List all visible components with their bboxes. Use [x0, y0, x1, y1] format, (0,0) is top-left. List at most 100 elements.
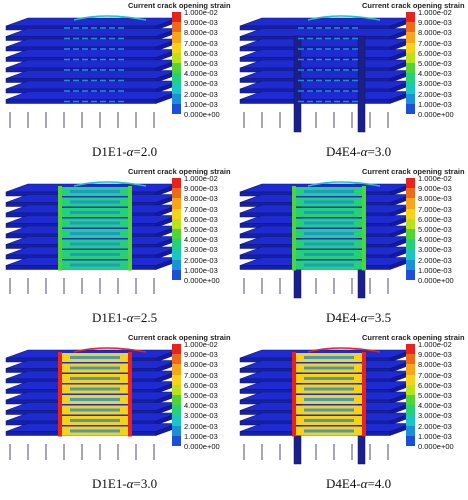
colorbar-swatch: [406, 364, 415, 375]
crack-band-edge: [58, 415, 62, 426]
colorbar-tick-label: 4.000e-03: [418, 69, 452, 79]
colorbar-tick-label: 1.000e-02: [184, 340, 218, 349]
colorbar-swatch: [406, 42, 415, 53]
crack-band-edge: [362, 186, 366, 197]
colorbar-tick-label: 7.000e-03: [418, 38, 452, 48]
colorbar-tick-label: 3.000e-03: [184, 411, 218, 421]
panel-caption: D4E4-α=3.0: [326, 144, 391, 160]
floor-slab: [5, 80, 179, 90]
colorbar-swatch: [406, 374, 415, 385]
panel-caption: D4E4-α=3.5: [326, 310, 391, 326]
crack-band-core: [304, 242, 354, 246]
crack-band-edge: [128, 352, 132, 363]
crack-band-edge: [292, 259, 296, 271]
colorbar-tick-label: 7.000e-03: [184, 38, 218, 48]
colorbar-tick-label: 4.000e-03: [184, 235, 218, 245]
crack-band-edge: [292, 238, 296, 250]
colorbar-swatch: [406, 344, 415, 355]
crack-band-edge: [292, 415, 296, 426]
legend-title: Current crack opening strain: [128, 167, 231, 176]
colorbar-swatch: [406, 405, 415, 416]
colorbar-tick-label: 1.000e-02: [184, 8, 218, 17]
colorbar: 1.000e-02 9.000e-03 8.000e-03 7.000e-03 6.00…: [172, 175, 232, 298]
colorbar-tick-label: 8.000e-03: [418, 28, 452, 38]
colorbar-swatch: [172, 188, 181, 199]
colorbar-tick-label: 8.000e-03: [184, 194, 218, 204]
crack-band-edge: [58, 394, 62, 405]
colorbar-tick-label: 9.000e-03: [418, 184, 452, 194]
colorbar-swatch: [172, 178, 181, 189]
colorbar-tick-label: 5.000e-03: [184, 59, 218, 68]
colorbar-swatch: [172, 52, 181, 64]
colorbar-swatch: [406, 188, 415, 199]
colorbar-swatch: [406, 103, 415, 115]
crack-band-core: [304, 356, 354, 359]
colorbar-swatch: [406, 83, 415, 94]
colorbar-swatch: [406, 32, 415, 43]
colorbar-tick-label: 2.000e-03: [184, 421, 218, 431]
colorbar-tick-label: 7.000e-03: [184, 204, 218, 214]
wall-column-block: [357, 35, 366, 133]
colorbar-swatch: [406, 239, 415, 250]
colorbar-swatch: [406, 384, 415, 396]
crack-top-curve: [307, 15, 381, 21]
crack-band-edge: [128, 196, 132, 208]
colorbar-tick-label: 3.000e-03: [418, 245, 452, 255]
colorbar-swatch: [172, 12, 181, 23]
colorbar-swatch: [172, 395, 181, 406]
crack-band-edge: [362, 362, 366, 374]
crack-band-edge: [128, 394, 132, 405]
legend-title: Current crack opening strain: [128, 1, 231, 10]
colorbar-swatch: [172, 374, 181, 385]
crack-band-edge: [362, 352, 366, 363]
crack-band-core: [70, 242, 120, 246]
wall-column-block: [293, 35, 302, 133]
crack-band-edge: [58, 207, 62, 218]
colorbar-tick-label: 6.000e-03: [418, 380, 452, 390]
colorbar-swatch: [172, 218, 181, 230]
crack-band-core: [304, 429, 354, 433]
crack-band-edge: [362, 259, 366, 271]
colorbar-tick-label: 1.000e-03: [418, 99, 452, 109]
crack-band-edge: [58, 217, 62, 229]
crack-band-core: [70, 190, 120, 193]
floor-slab: [239, 28, 413, 37]
colorbar-swatch: [172, 354, 181, 365]
crack-band-edge: [128, 425, 132, 437]
colorbar-swatch: [172, 63, 181, 74]
crack-band-core: [70, 232, 120, 235]
colorbar-swatch: [172, 269, 181, 281]
floor-slab-edge: [239, 99, 391, 104]
crack-band-edge: [58, 228, 62, 239]
crack-top-curve: [307, 181, 381, 187]
colorbar-tick-label: 2.000e-03: [418, 421, 452, 431]
caption-model-id: D4E4-: [326, 144, 361, 159]
crack-band-core: [70, 263, 120, 267]
floor-slab: [239, 91, 413, 100]
colorbar-tick-label: 9.000e-03: [184, 350, 218, 360]
colorbar-tick-label: 6.000e-03: [184, 48, 218, 58]
colorbar-swatch: [172, 229, 181, 240]
colorbar-tick-label: 6.000e-03: [418, 48, 452, 58]
crack-band-edge: [362, 415, 366, 426]
result-panel: Current crack opening strain 1.000e-02 9.0…: [234, 332, 468, 498]
crack-band-edge: [292, 373, 296, 384]
colorbar-tick-label: 1.000e-02: [418, 174, 452, 183]
legend-title: Current crack opening strain: [362, 167, 465, 176]
colorbar-swatch: [172, 208, 181, 219]
crack-band-edge: [58, 196, 62, 208]
colorbar-swatch: [172, 435, 181, 447]
colorbar-tick-label: 1.000e-03: [418, 431, 452, 441]
colorbar-swatch: [406, 52, 415, 64]
building-model-render: [5, 15, 179, 128]
colorbar-tick-label: 3.000e-03: [418, 411, 452, 421]
colorbar-swatch: [172, 249, 181, 260]
colorbar-tick-label: 8.000e-03: [184, 360, 218, 370]
colorbar-tick-label: 5.000e-03: [184, 225, 218, 234]
colorbar-tick-label: 5.000e-03: [418, 391, 452, 400]
crack-band-edge: [128, 383, 132, 395]
caption-model-id: D4E4-: [326, 476, 361, 491]
colorbar-tick-label: 5.000e-03: [184, 391, 218, 400]
crack-band-core: [304, 419, 354, 422]
colorbar-tick-label: 2.000e-03: [418, 89, 452, 99]
